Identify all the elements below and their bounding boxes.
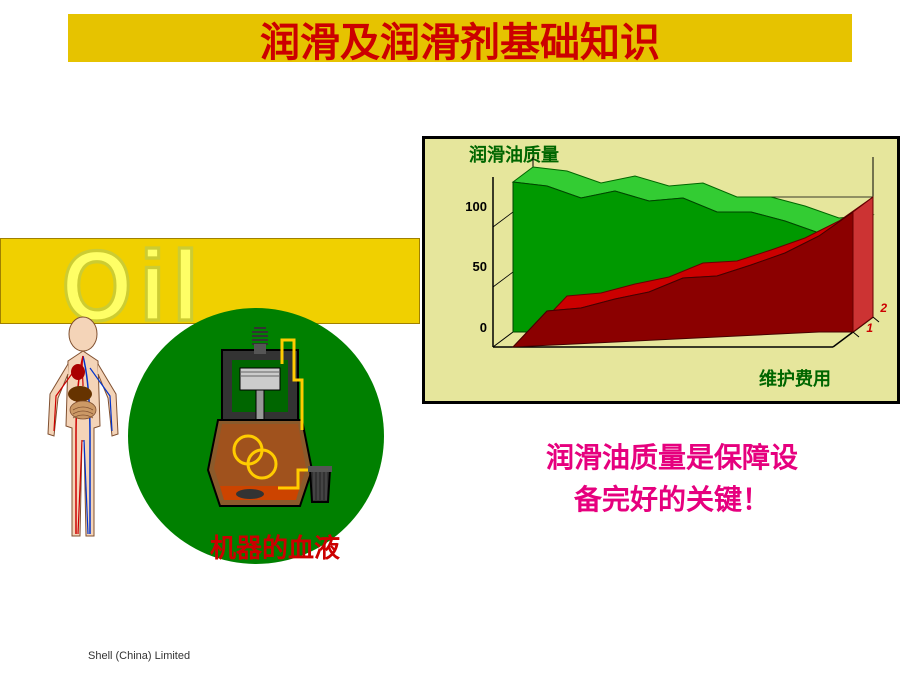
engine-piston-icon	[190, 320, 340, 542]
caption-machine-blood: 机器的血液	[210, 528, 340, 565]
key-message: 润滑油质量是保障设 备完好的关键！	[462, 437, 882, 521]
chart-panel: 润滑油质量 100 50 0 2 1 维护费用	[422, 136, 900, 404]
page-title: 润滑及润滑剂基础知识	[260, 10, 660, 68]
human-body-icon	[28, 316, 138, 550]
area-chart	[473, 157, 887, 389]
key-message-line1: 润滑油质量是保障设	[546, 442, 798, 473]
footer-copyright: Shell (China) Limited	[88, 650, 190, 662]
key-message-line2: 备完好的关键！	[574, 484, 770, 515]
chart-cost-label: 维护费用	[759, 365, 831, 391]
